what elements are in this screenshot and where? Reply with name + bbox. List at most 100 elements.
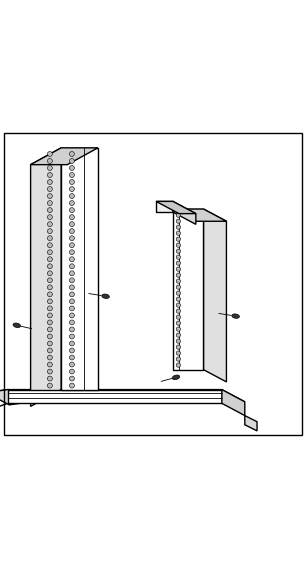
Circle shape (47, 376, 52, 381)
Circle shape (176, 267, 181, 272)
Circle shape (47, 278, 52, 283)
Circle shape (47, 285, 52, 290)
Circle shape (176, 291, 181, 295)
Circle shape (69, 222, 74, 227)
Circle shape (69, 334, 74, 339)
Circle shape (47, 355, 52, 360)
Circle shape (176, 255, 181, 259)
Circle shape (176, 321, 181, 325)
Circle shape (69, 383, 74, 388)
Circle shape (47, 292, 52, 297)
Circle shape (47, 250, 52, 254)
Circle shape (69, 355, 74, 360)
Polygon shape (173, 202, 196, 224)
Circle shape (47, 264, 52, 269)
Circle shape (47, 334, 52, 339)
Circle shape (69, 158, 74, 164)
Circle shape (176, 231, 181, 235)
Circle shape (69, 194, 74, 198)
Circle shape (47, 222, 52, 227)
Circle shape (47, 369, 52, 374)
Circle shape (69, 264, 74, 269)
Circle shape (176, 351, 181, 355)
Ellipse shape (13, 323, 21, 328)
Polygon shape (31, 148, 98, 165)
Polygon shape (173, 209, 203, 370)
Polygon shape (0, 390, 8, 411)
Circle shape (176, 345, 181, 349)
Circle shape (69, 173, 74, 177)
Circle shape (69, 271, 74, 275)
Circle shape (69, 369, 74, 374)
Circle shape (47, 201, 52, 206)
Circle shape (69, 278, 74, 283)
Circle shape (47, 152, 52, 156)
Circle shape (69, 285, 74, 290)
Circle shape (47, 173, 52, 177)
Circle shape (69, 320, 74, 325)
Circle shape (47, 179, 52, 185)
Circle shape (47, 158, 52, 164)
Circle shape (176, 273, 181, 277)
Circle shape (69, 348, 74, 353)
Circle shape (47, 306, 52, 311)
Circle shape (176, 315, 181, 319)
Ellipse shape (232, 314, 239, 318)
Polygon shape (0, 390, 31, 405)
Circle shape (47, 243, 52, 248)
Polygon shape (8, 390, 245, 402)
Circle shape (69, 250, 74, 254)
Circle shape (47, 229, 52, 233)
Circle shape (47, 341, 52, 346)
Polygon shape (31, 148, 61, 406)
Circle shape (69, 243, 74, 248)
Circle shape (47, 208, 52, 212)
Circle shape (69, 313, 74, 318)
Circle shape (47, 194, 52, 198)
Circle shape (176, 303, 181, 307)
Circle shape (69, 306, 74, 311)
Circle shape (69, 236, 74, 241)
Polygon shape (245, 416, 257, 431)
Circle shape (176, 285, 181, 289)
Circle shape (69, 201, 74, 206)
Circle shape (47, 257, 52, 262)
Circle shape (69, 215, 74, 220)
Circle shape (176, 363, 181, 367)
Ellipse shape (102, 294, 109, 298)
Circle shape (47, 165, 52, 170)
Polygon shape (61, 148, 98, 390)
Circle shape (47, 271, 52, 275)
Circle shape (47, 383, 52, 388)
Circle shape (47, 362, 52, 367)
Polygon shape (222, 390, 245, 416)
Circle shape (69, 208, 74, 212)
Circle shape (69, 327, 74, 332)
Polygon shape (203, 209, 226, 382)
Circle shape (176, 309, 181, 314)
Circle shape (176, 327, 181, 331)
Circle shape (69, 152, 74, 156)
Circle shape (176, 261, 181, 265)
Circle shape (47, 187, 52, 191)
Circle shape (47, 327, 52, 332)
Circle shape (176, 237, 181, 241)
Circle shape (69, 165, 74, 170)
Polygon shape (8, 390, 222, 403)
Circle shape (176, 279, 181, 283)
Circle shape (176, 219, 181, 223)
Polygon shape (156, 202, 196, 214)
Circle shape (47, 215, 52, 220)
Circle shape (69, 257, 74, 262)
Circle shape (47, 313, 52, 318)
Circle shape (176, 225, 181, 229)
Circle shape (69, 229, 74, 233)
Circle shape (47, 236, 52, 241)
Circle shape (47, 299, 52, 304)
Circle shape (69, 376, 74, 381)
Circle shape (69, 341, 74, 346)
Ellipse shape (172, 375, 180, 379)
Circle shape (69, 187, 74, 191)
Polygon shape (173, 209, 226, 222)
Circle shape (176, 243, 181, 247)
